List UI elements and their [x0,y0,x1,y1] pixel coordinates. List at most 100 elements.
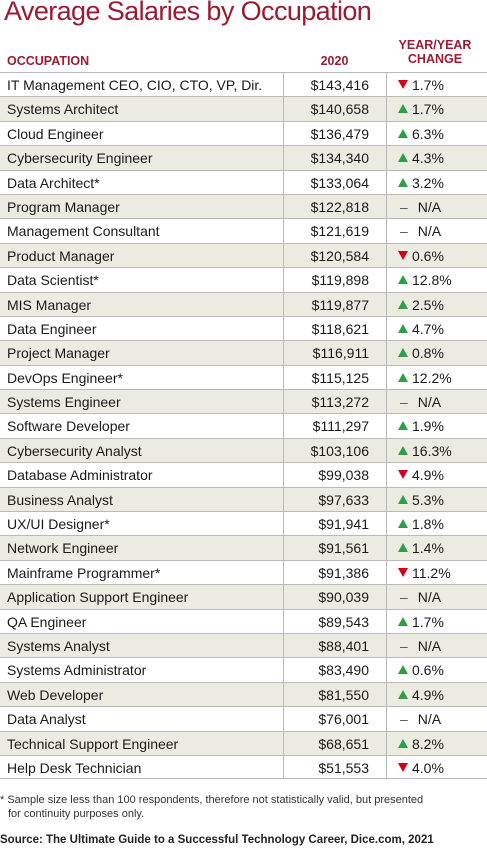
salary-cell: $99,038 [318,467,369,484]
occupation-cell: DevOps Engineer* [7,369,123,386]
change-value: 5.3% [412,491,444,508]
up-arrow-icon [398,543,408,553]
change-cell: 11.2% [398,565,451,581]
up-arrow-icon [398,299,408,309]
table-row: Cybersecurity Analyst $103,106 16.3% [0,437,487,463]
change-cell: 4.9% [398,467,444,483]
change-value: 4.0% [412,759,444,776]
occupation-cell: Project Manager [7,345,110,362]
salary-cell: $116,911 [312,345,369,362]
change-value: 4.9% [412,686,444,703]
up-arrow-icon [398,104,408,114]
change-cell: 6.3% [398,126,444,142]
salary-cell: $134,340 [310,150,369,167]
occupation-cell: Cybersecurity Analyst [7,442,142,459]
down-arrow-icon [398,250,408,260]
change-value: 12.8% [412,272,452,289]
change-cell: 1.9% [398,418,444,434]
salary-cell: $113,272 [311,394,369,411]
change-value: N/A [417,223,442,240]
change-value: 4.9% [412,467,444,484]
change-value: 1.7% [412,613,444,630]
down-arrow-icon [398,567,408,577]
change-value: 12.2% [412,369,452,386]
table-row: Systems Administrator $83,490 0.6% [0,657,487,681]
column-divider [283,72,284,778]
table-row: Web Developer $81,550 4.9% [0,681,487,707]
change-cell: 16.3% [398,443,452,459]
change-cell: 3.2% [398,175,444,191]
change-cell: 4.3% [398,150,444,166]
salary-cell: $111,297 [312,418,369,435]
occupation-cell: Management Consultant [7,223,160,240]
table-row: Program Manager $122,818 – N/A [0,193,487,219]
change-value: 2.5% [412,296,444,313]
up-arrow-icon [398,153,408,163]
page-title: Average Salaries by Occupation [4,0,372,26]
salary-cell: $89,543 [318,613,369,630]
table-row: Application Support Engineer $90,039 – N/A [0,584,487,609]
change-cell: – N/A [398,589,441,605]
occupation-cell: Help Desk Technician [7,759,142,776]
table-row: Data Analyst $76,001 – N/A [0,706,487,730]
salary-cell: $119,877 [311,296,369,313]
table-row: Cloud Engineer $136,479 6.3% [0,120,487,145]
up-arrow-icon [398,372,408,382]
occupation-cell: Systems Architect [7,101,119,118]
occupation-cell: UX/UI Designer* [7,516,110,533]
change-value: 1.8% [412,516,444,533]
occupation-cell: Product Manager [7,247,115,264]
salary-cell: $91,561 [318,540,369,557]
salary-cell: $88,401 [318,637,369,654]
salary-cell: $81,550 [318,686,369,703]
table-row: Data Scientist* $119,898 12.8% [0,267,487,291]
change-header-line1: YEAR/YEAR [398,38,472,52]
occupation-cell: Data Scientist* [7,272,99,289]
table-row: Systems Analyst $88,401 – N/A [0,632,487,658]
table-row: Technical Support Engineer $68,651 8.2% [0,730,487,755]
change-cell: 1.8% [398,516,444,532]
salary-cell: $68,651 [318,735,369,752]
salary-cell: $83,490 [318,662,369,679]
table-row: Systems Architect $140,658 1.7% [0,96,487,121]
salary-cell: $51,553 [318,759,369,776]
footnote-line1: * Sample size less than 100 respondents,… [0,794,424,806]
down-arrow-icon [398,470,408,480]
table-row: MIS Manager $119,877 2.5% [0,291,487,316]
change-cell: – N/A [398,394,441,410]
change-cell: 0.6% [398,662,444,678]
dash-icon: – [400,223,408,240]
dash-icon: – [400,637,408,654]
occupation-cell: Data Engineer [7,320,97,337]
change-value: 4.3% [412,150,444,167]
salary-cell: $115,125 [311,369,369,386]
change-header-line2: CHANGE [407,52,463,66]
change-value: 4.7% [412,320,444,337]
salary-cell: $133,064 [310,174,369,191]
occupation-cell: Data Architect* [7,174,100,191]
up-arrow-icon [398,519,408,529]
change-value: 11.2% [412,564,451,581]
occupation-cell: Cloud Engineer [7,125,104,142]
up-arrow-icon [398,177,408,187]
change-cell: 1.4% [398,540,444,556]
salary-cell: $120,584 [310,247,369,264]
source-note: Source: The Ultimate Guide to a Successf… [0,834,434,846]
up-arrow-icon [398,128,408,138]
dash-icon: – [400,198,408,215]
change-cell: 4.9% [398,687,444,703]
table-row: Systems Engineer $113,272 – N/A [0,389,487,414]
salary-cell: $118,621 [311,320,369,337]
up-arrow-icon [398,348,408,358]
table-row: Product Manager $120,584 0.6% [0,242,487,268]
table-row: Cybersecurity Engineer $134,340 4.3% [0,145,487,170]
up-arrow-icon [398,665,408,675]
change-value: 6.3% [412,125,444,142]
change-value: 1.7% [412,77,444,93]
change-value: 1.7% [412,101,444,118]
occupation-cell: QA Engineer [7,613,87,630]
occupation-cell: Mainframe Programmer* [7,564,161,581]
change-cell: 2.5% [398,297,444,313]
table-row: Database Administrator $99,038 4.9% [0,462,487,486]
change-cell: 1.7% [398,614,444,630]
